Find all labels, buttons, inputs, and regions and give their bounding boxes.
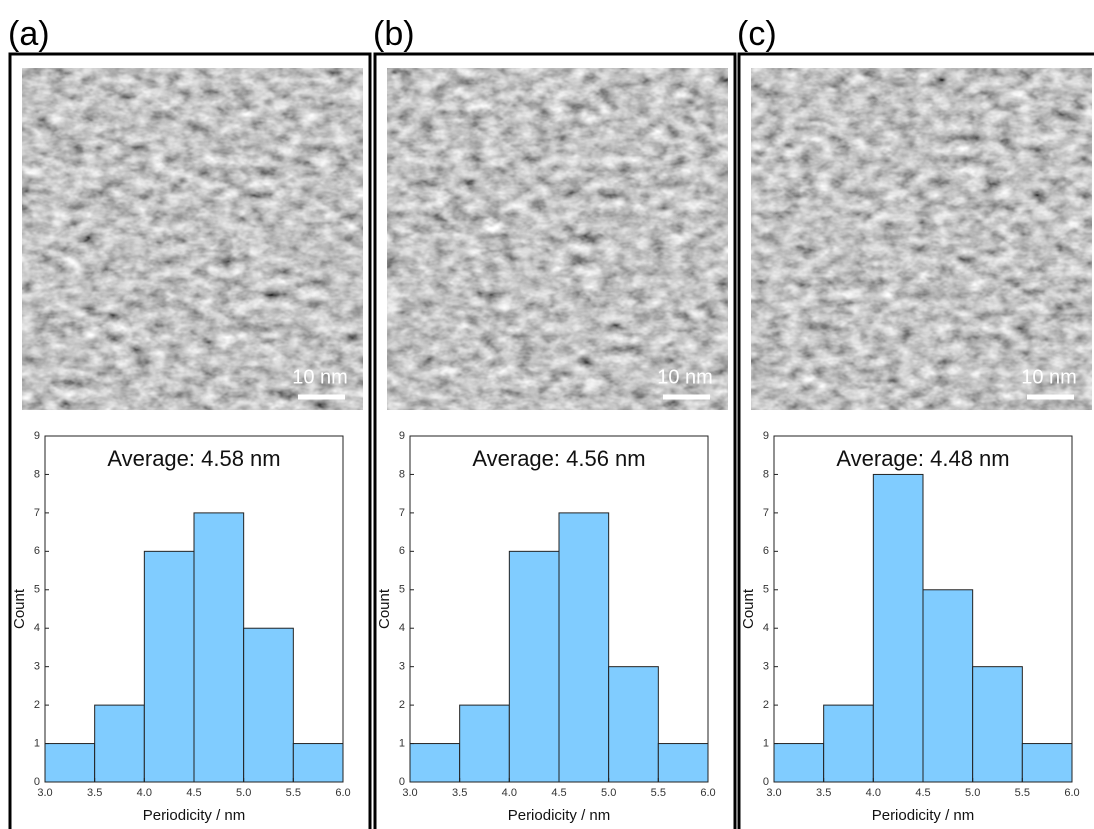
x-tick-label: 4.0 [866,787,881,799]
x-tick-label: 4.5 [915,787,930,799]
bar [44,743,96,783]
y-tick-label: 8 [34,468,40,480]
panel-label: (a) [8,15,50,53]
bar [922,589,974,783]
panel-label: (c) [737,15,777,53]
bar [872,473,924,783]
y-tick-label: 4 [399,622,405,634]
bar [972,666,1023,783]
tem-image [751,68,1092,410]
y-tick-label: 7 [399,507,405,519]
y-tick-label: 2 [763,699,769,711]
bar [773,743,825,783]
y-tick-label: 3 [34,661,40,673]
x-tick-label: 5.0 [965,787,980,799]
x-tick-label: 3.5 [452,787,467,799]
y-tick-label: 7 [34,507,40,519]
x-tick-label: 3.0 [37,787,52,799]
bar [94,704,145,783]
x-tick-label: 6.0 [335,787,350,799]
x-tick-label: 4.5 [551,787,566,799]
x-tick-label: 6.0 [1064,787,1079,799]
y-tick-label: 7 [763,507,769,519]
x-axis-label: Periodicity / nm [143,807,246,824]
bar [508,550,560,783]
x-tick-label: 5.5 [286,787,301,799]
y-tick-label: 0 [34,776,40,788]
bar [823,704,874,783]
y-tick-label: 3 [763,661,769,673]
x-tick-label: 5.0 [601,787,616,799]
x-tick-label: 5.5 [1015,787,1030,799]
panel-frame [373,52,737,829]
y-tick-label: 6 [763,545,769,557]
x-axis-label: Periodicity / nm [872,807,975,824]
y-tick-label: 9 [763,430,769,442]
y-axis-label: Count [740,588,757,629]
x-tick-label: 4.5 [186,787,201,799]
x-tick-label: 3.0 [766,787,781,799]
bar [657,743,709,783]
x-tick-label: 3.0 [402,787,417,799]
y-tick-label: 1 [34,737,40,749]
y-tick-label: 6 [399,545,405,557]
annotation: Average: 4.58 nm [107,446,280,471]
bar [459,704,510,783]
scale-bar-label: 10 nm [292,366,348,388]
tem-image [387,68,728,410]
x-tick-label: 4.0 [502,787,517,799]
annotation: Average: 4.56 nm [472,446,645,471]
y-axis-label: Count [376,588,393,629]
y-tick-label: 4 [34,622,40,634]
y-tick-label: 1 [763,737,769,749]
x-axis-label: Periodicity / nm [508,807,611,824]
bar [608,666,659,783]
scale-bar-label: 10 nm [1021,366,1077,388]
panel-frame [737,52,1094,829]
bar [243,627,294,783]
x-tick-label: 3.5 [87,787,102,799]
y-tick-label: 0 [399,776,405,788]
x-tick-label: 4.0 [137,787,152,799]
x-tick-label: 5.0 [236,787,251,799]
y-tick-label: 9 [34,430,40,442]
y-tick-label: 9 [399,430,405,442]
y-tick-label: 6 [34,545,40,557]
y-tick-label: 2 [34,699,40,711]
panel-label: (b) [373,15,415,53]
y-tick-label: 0 [763,776,769,788]
y-axis-label: Count [11,588,28,629]
y-tick-label: 1 [399,737,405,749]
y-tick-label: 5 [763,584,769,596]
annotation: Average: 4.48 nm [836,446,1009,471]
panel-frame [8,52,372,829]
y-tick-label: 3 [399,661,405,673]
x-tick-label: 6.0 [700,787,715,799]
x-tick-label: 5.5 [651,787,666,799]
bar [1021,743,1073,783]
bar [292,743,344,783]
y-tick-label: 8 [399,468,405,480]
bar [193,512,245,783]
bar [143,550,195,783]
bar [558,512,610,783]
tem-image [22,68,363,410]
scale-bar-label: 10 nm [657,366,713,388]
y-tick-label: 2 [399,699,405,711]
y-tick-label: 5 [34,584,40,596]
y-tick-label: 5 [399,584,405,596]
x-tick-label: 3.5 [816,787,831,799]
y-tick-label: 8 [763,468,769,480]
y-tick-label: 4 [763,622,769,634]
bar [409,743,461,783]
